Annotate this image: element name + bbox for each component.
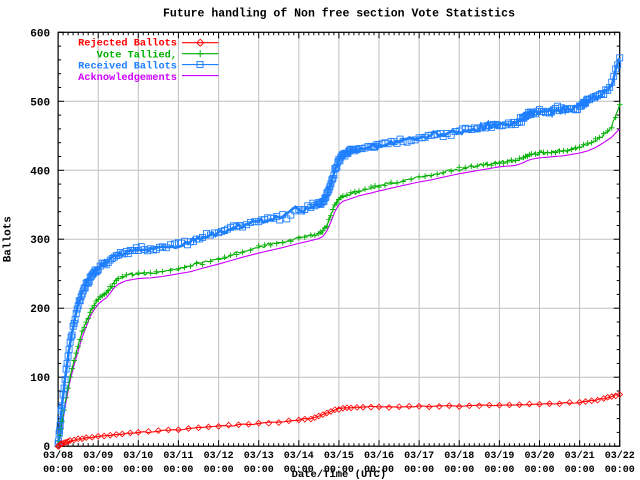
svg-text:00:00: 00:00 — [524, 465, 554, 476]
svg-text:03/16: 03/16 — [364, 450, 394, 462]
svg-text:03/13: 03/13 — [244, 450, 274, 462]
svg-text:03/21: 03/21 — [565, 450, 595, 462]
svg-text:00:00: 00:00 — [83, 465, 113, 476]
svg-text:03/12: 03/12 — [204, 450, 234, 462]
svg-text:03/22: 03/22 — [605, 450, 635, 462]
svg-text:03/14: 03/14 — [284, 450, 314, 462]
svg-text:400: 400 — [30, 166, 50, 178]
svg-text:00:00: 00:00 — [204, 465, 234, 476]
svg-text:03/20: 03/20 — [524, 450, 554, 462]
svg-text:00:00: 00:00 — [244, 465, 274, 476]
svg-text:600: 600 — [30, 28, 50, 40]
svg-text:Date/Time (UTC): Date/Time (UTC) — [292, 469, 387, 480]
svg-text:100: 100 — [30, 373, 50, 385]
svg-text:03/15: 03/15 — [324, 450, 354, 462]
svg-text:Acknowledgements: Acknowledgements — [78, 72, 177, 84]
svg-text:03/17: 03/17 — [404, 450, 434, 462]
svg-text:03/19: 03/19 — [484, 450, 514, 462]
svg-text:00:00: 00:00 — [163, 465, 193, 476]
svg-text:Rejected Ballots: Rejected Ballots — [78, 38, 177, 50]
svg-text:200: 200 — [30, 304, 50, 316]
svg-text:00:00: 00:00 — [123, 465, 153, 476]
svg-text:03/08: 03/08 — [43, 450, 73, 462]
svg-text:Received Ballots: Received Ballots — [78, 61, 177, 73]
svg-text:03/11: 03/11 — [163, 450, 193, 462]
svg-text:03/10: 03/10 — [123, 450, 153, 462]
svg-text:00:00: 00:00 — [605, 465, 635, 476]
svg-text:03/18: 03/18 — [444, 450, 474, 462]
svg-text:500: 500 — [30, 97, 50, 109]
svg-text:300: 300 — [30, 235, 50, 247]
svg-text:03/09: 03/09 — [83, 450, 113, 462]
svg-text:Future handling of Non free se: Future handling of Non free section Vote… — [163, 8, 515, 21]
svg-text:00:00: 00:00 — [484, 465, 514, 476]
svg-text:00:00: 00:00 — [444, 465, 474, 476]
svg-text:Ballots: Ballots — [3, 216, 15, 262]
svg-text:00:00: 00:00 — [565, 465, 595, 476]
svg-text:00:00: 00:00 — [404, 465, 434, 476]
svg-text:00:00: 00:00 — [43, 465, 73, 476]
